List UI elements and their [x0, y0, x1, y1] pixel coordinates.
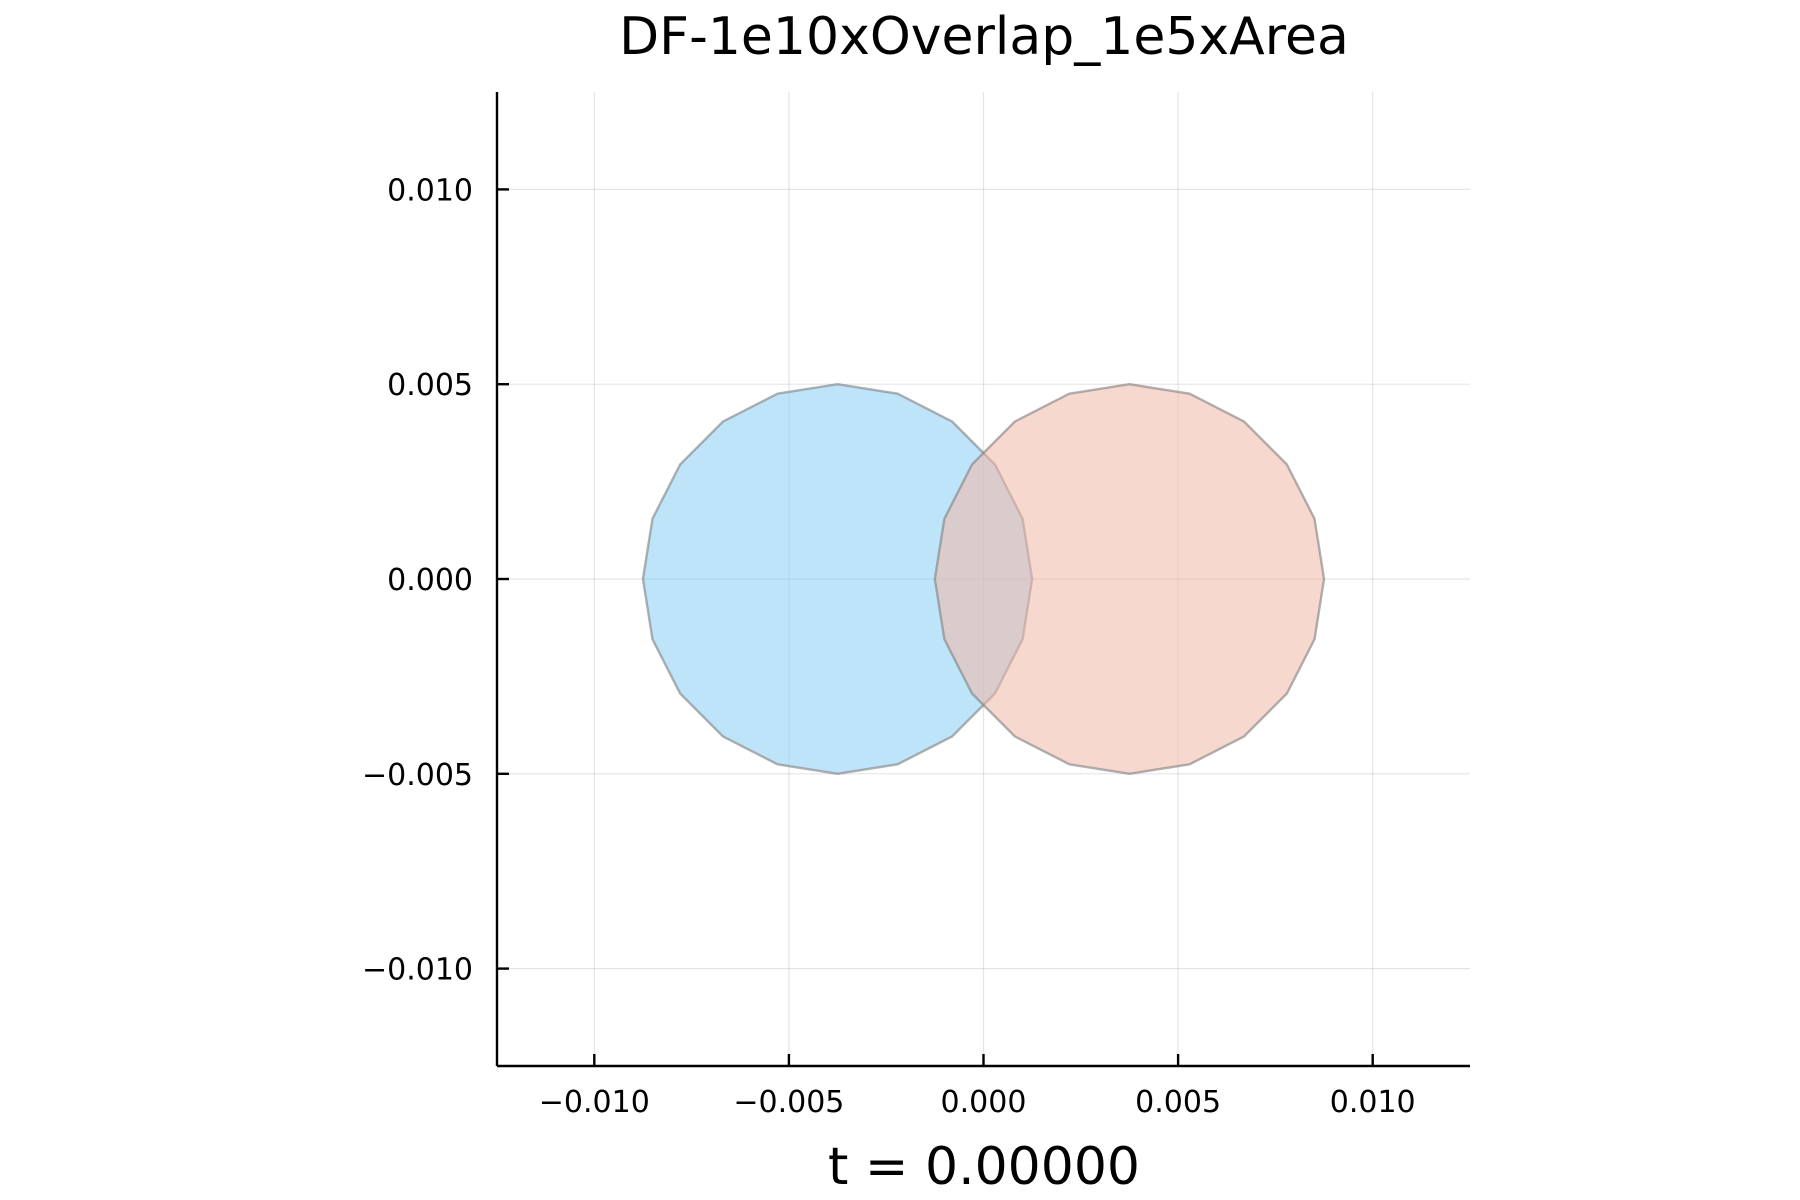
y-tick-label: −0.010	[362, 953, 473, 988]
y-tick-label: 0.000	[387, 563, 473, 598]
x-tick-label: 0.010	[1330, 1085, 1416, 1120]
polygon-right-salmon	[933, 383, 1326, 775]
x-tick-label: −0.010	[539, 1085, 650, 1120]
y-tick-label: 0.005	[387, 368, 473, 403]
chart-title: DF-1e10xOverlap_1e5xArea	[619, 7, 1349, 67]
x-tick-label: 0.000	[941, 1085, 1027, 1120]
grid-lines	[497, 92, 1470, 1066]
ticks: −0.010 −0.005 0.000 0.005 0.010 −0.010 −0.005 0…	[362, 173, 1416, 1120]
polygon-series	[641, 383, 1326, 775]
x-axis-label: t = 0.00000	[828, 1137, 1140, 1197]
y-tick-label: −0.005	[362, 758, 473, 793]
x-tick-label: −0.005	[733, 1085, 844, 1120]
x-tick-label: 0.005	[1135, 1085, 1221, 1120]
y-tick-label: 0.010	[387, 173, 473, 208]
polygon-left-blue	[641, 383, 1034, 775]
